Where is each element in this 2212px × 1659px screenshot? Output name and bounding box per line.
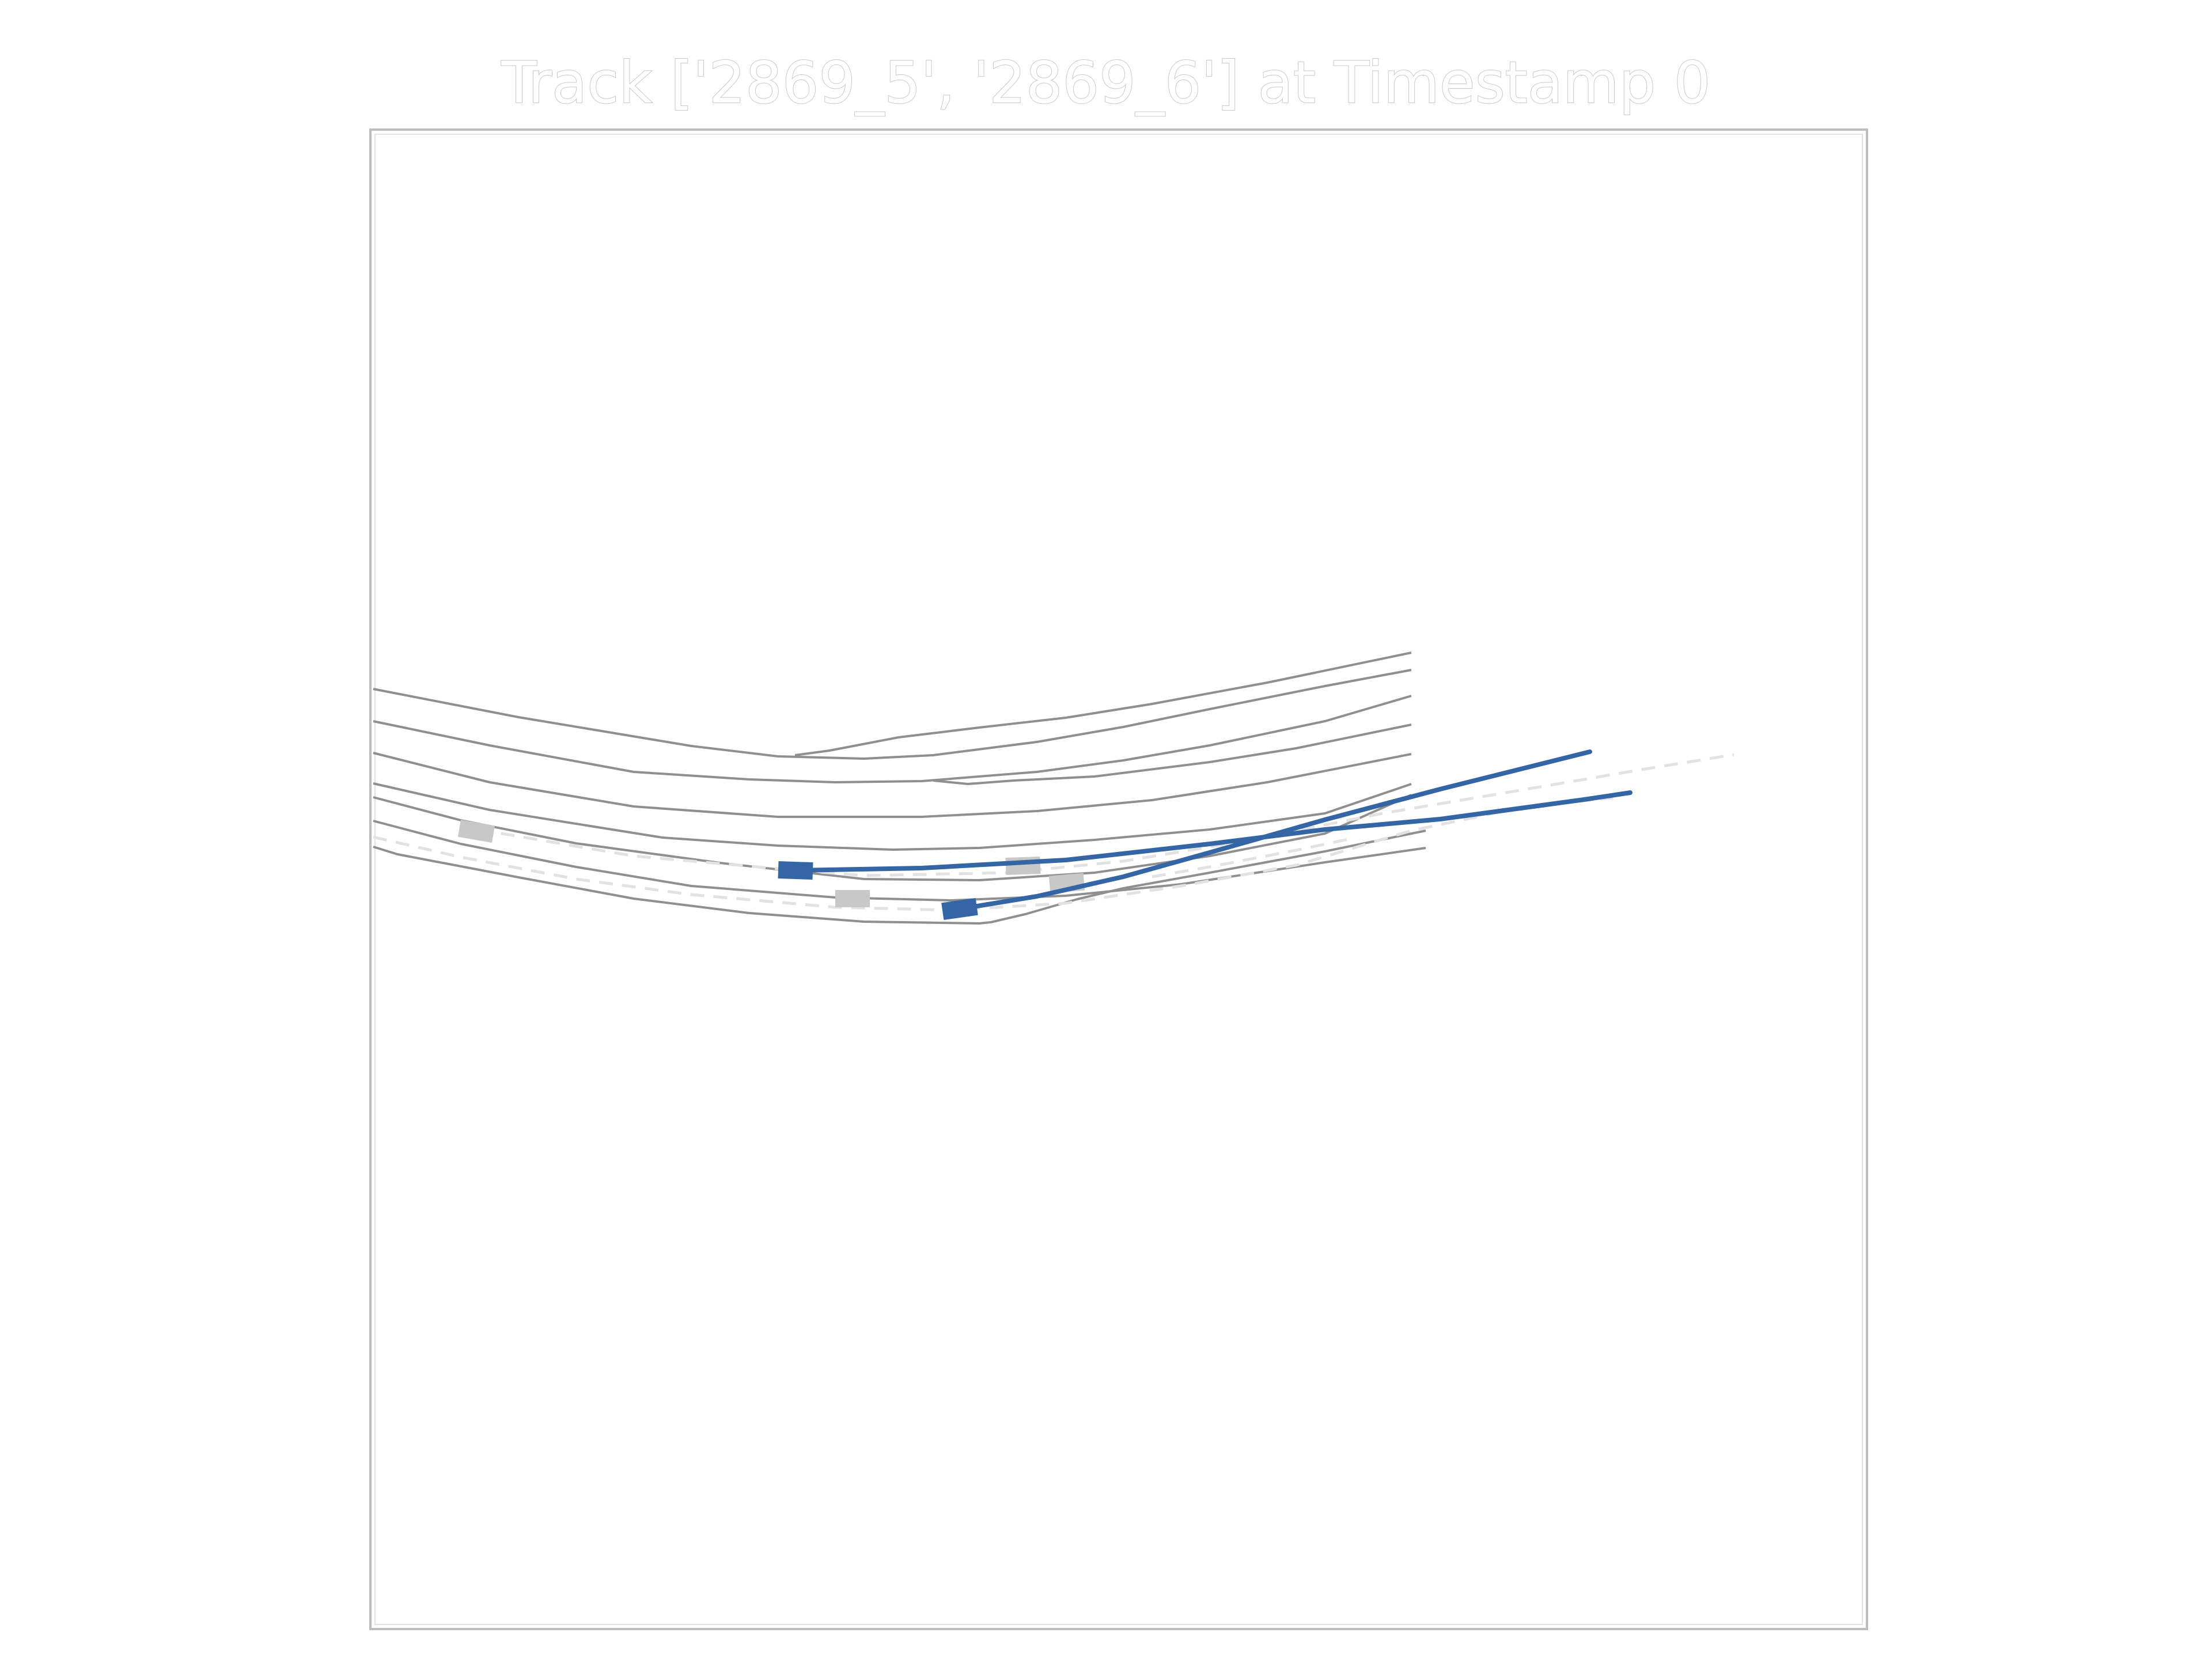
lane-centerline — [373, 796, 1613, 912]
lane-boundary — [373, 695, 1412, 783]
lane-boundary — [373, 752, 1412, 818]
tracked-vehicle-marker — [941, 897, 978, 921]
lane-boundary — [373, 830, 1426, 925]
centerlines — [373, 753, 1734, 912]
lane-boundaries — [373, 652, 1426, 925]
figure-title: Track ['2869_5', '2869_6'] at Timestamp … — [501, 49, 1711, 116]
lane-boundary — [373, 782, 1412, 851]
vehicle-trajectory — [793, 790, 1633, 873]
tracked-vehicles — [778, 749, 1633, 921]
tracked-vehicle-2869_6 — [941, 749, 1592, 921]
lane-boundary — [373, 669, 1412, 760]
other-vehicle — [835, 890, 870, 907]
plot-area — [369, 128, 1868, 1630]
lane-centerline — [478, 753, 1734, 877]
vehicle-trajectory — [957, 749, 1592, 911]
tracked-vehicle-marker — [778, 861, 813, 880]
other-vehicle — [457, 820, 495, 843]
plot-frame-inner — [374, 134, 1863, 1625]
lane-centerline — [1152, 836, 1354, 878]
other-vehicle — [1005, 856, 1041, 876]
lane-boundary — [373, 794, 1412, 881]
lane-boundary — [794, 652, 1412, 756]
lane-boundary — [373, 820, 1426, 902]
lane-boundary — [933, 724, 1412, 785]
plot-frame — [369, 128, 1868, 1630]
